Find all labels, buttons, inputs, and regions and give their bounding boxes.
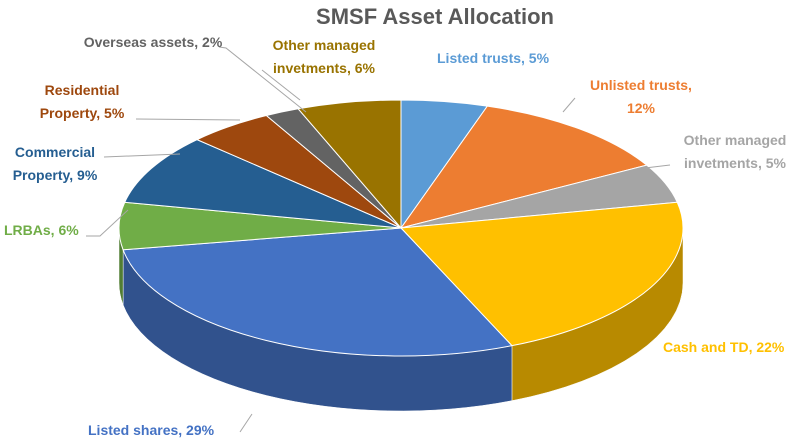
data-label: Overseas assets, 2% [83, 34, 223, 50]
slice [123, 139, 402, 229]
data-label: Other managed invetments, 6% [272, 37, 376, 76]
leader-line [218, 46, 307, 113]
data-label: Unlisted trusts, 12% [590, 77, 692, 116]
data-label: Commercial Property, 9% [12, 144, 98, 183]
slice [122, 227, 513, 357]
leader-line [562, 97, 576, 113]
data-label: Cash and TD, 22% [663, 339, 785, 355]
data-label: Residential Property, 5% [39, 82, 125, 121]
leader-line [239, 413, 253, 433]
leader-line [86, 209, 129, 237]
leader-line [261, 69, 301, 101]
leader-line [103, 153, 181, 158]
slice [297, 99, 402, 230]
leader-line [644, 164, 671, 169]
slice [399, 105, 648, 229]
slice [399, 201, 684, 347]
leader-line [135, 118, 241, 121]
data-label: Other managed invetments, 5% [683, 132, 787, 171]
data-label: Listed shares, 29% [88, 422, 215, 438]
chart-title: SMSF Asset Allocation [316, 4, 554, 29]
data-label: Listed trusts, 5% [437, 50, 550, 66]
data-label: LRBAs, 6% [4, 222, 79, 238]
